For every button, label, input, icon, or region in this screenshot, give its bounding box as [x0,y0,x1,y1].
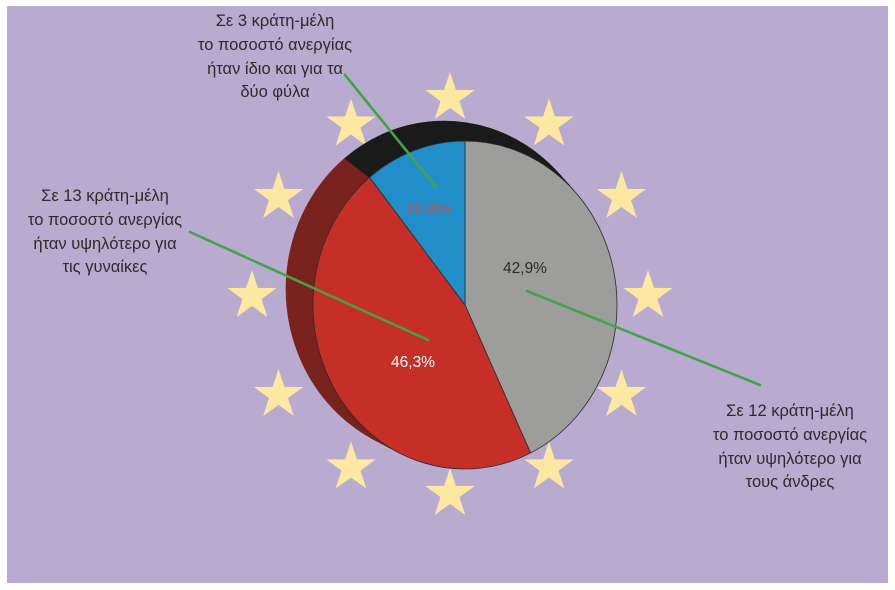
star-icon [524,98,574,146]
annotation-line: Σε 13 κράτη-μέλη [41,187,169,205]
annotation-line: ήταν ίδιο και για τα [207,59,343,78]
pie-front-face [312,140,618,470]
slice-3-value-label: 10,8% [406,201,450,218]
star-icon [425,468,475,515]
pie-slice-3 [369,140,466,306]
star-icon [623,270,673,317]
star-ring [227,72,673,515]
leader-line-men-higher [525,289,762,387]
star-icon [596,369,647,416]
star-icon [326,98,376,146]
annotation-line: Σε 3 κράτη-μέλη [215,12,335,30]
annotation-line: δύο φύλα [240,83,310,102]
annotation-equal-rate: Σε 3 κράτη-μέλη το ποσοστό ανεργίας ήταν… [175,10,375,105]
star-icon [227,270,277,317]
star-icon [326,441,376,489]
annotation-line: τις γυναίκες [62,258,148,277]
annotation-women-higher: Σε 13 κράτη-μέλη το ποσοστό ανεργίας ήτα… [5,185,205,280]
star-icon [425,72,475,119]
annotation-line: τους άνδρες [745,473,835,492]
leader-line-equal-rate [343,73,438,189]
leader-lines [188,73,762,387]
slice-2-value-label: 46,3% [391,354,435,371]
star-icon [253,369,304,416]
annotation-line: το ποσοστό ανεργίας [197,35,353,54]
star-icon [524,441,574,489]
slice-1-value-label: 42,9% [503,260,547,277]
annotation-line: ήταν υψηλότερο για [33,234,177,253]
leader-line-women-higher [188,230,430,342]
pie-slice-2 [312,176,531,470]
annotation-line: Σε 12 κράτη-μέλη [726,402,854,420]
annotation-men-higher: Σε 12 κράτη-μέλη το ποσοστό ανεργίας ήτα… [690,400,890,495]
star-icon [596,171,647,218]
annotation-line: ήταν υψηλότερο για [718,449,862,468]
annotation-line: το ποσοστό ανεργίας [712,425,868,444]
star-icon [253,171,304,218]
annotation-line: το ποσοστό ανεργίας [27,210,183,229]
